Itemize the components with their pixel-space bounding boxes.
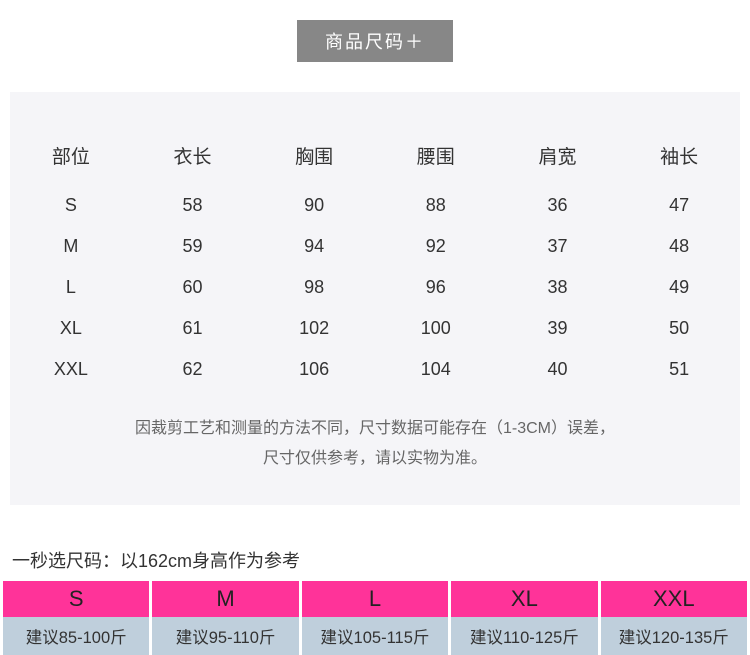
- cell: 104: [375, 349, 497, 390]
- cell: 61: [132, 308, 254, 349]
- cell: 96: [375, 267, 497, 308]
- cell: 90: [253, 185, 375, 226]
- size-card: 部位 衣长 胸围 腰围 肩宽 袖长 S 58 90 88 36 47 M 59 …: [10, 92, 740, 505]
- quick-advice: 建议110-125斤: [451, 617, 597, 655]
- disclaimer: 因裁剪工艺和测量的方法不同，尺寸数据可能存在（1-3CM）误差， 尺寸仅供参考，…: [10, 414, 740, 475]
- quick-pick-title: 一秒选尺码：以162cm身高作为参考: [0, 547, 750, 581]
- quick-size: XXL: [601, 581, 747, 617]
- cell: XXL: [10, 349, 132, 390]
- cell: 94: [253, 226, 375, 267]
- expand-size-button[interactable]: 商品尺码＋: [297, 20, 453, 62]
- col-header: 袖长: [618, 132, 740, 185]
- cell: 88: [375, 185, 497, 226]
- col-header: 肩宽: [497, 132, 619, 185]
- cell: 92: [375, 226, 497, 267]
- cell: 40: [497, 349, 619, 390]
- quick-size: XL: [451, 581, 597, 617]
- table-header-row: 部位 衣长 胸围 腰围 肩宽 袖长: [10, 132, 740, 185]
- quick-pick-section: 一秒选尺码：以162cm身高作为参考 S M L XL XXL 建议85-100…: [0, 547, 750, 655]
- disclaimer-line: 尺寸仅供参考，请以实物为准。: [30, 444, 720, 474]
- cell: L: [10, 267, 132, 308]
- cell: 39: [497, 308, 619, 349]
- table-row: S 58 90 88 36 47: [10, 185, 740, 226]
- quick-advice: 建议85-100斤: [3, 617, 149, 655]
- cell: 98: [253, 267, 375, 308]
- table-row: L 60 98 96 38 49: [10, 267, 740, 308]
- table-row: XXL 62 106 104 40 51: [10, 349, 740, 390]
- cell: XL: [10, 308, 132, 349]
- col-header: 衣长: [132, 132, 254, 185]
- cell: 50: [618, 308, 740, 349]
- quick-size: S: [3, 581, 149, 617]
- cell: 48: [618, 226, 740, 267]
- quick-size: L: [302, 581, 448, 617]
- quick-advice: 建议120-135斤: [601, 617, 747, 655]
- cell: 62: [132, 349, 254, 390]
- cell: 37: [497, 226, 619, 267]
- cell: 58: [132, 185, 254, 226]
- cell: 51: [618, 349, 740, 390]
- size-table: 部位 衣长 胸围 腰围 肩宽 袖长 S 58 90 88 36 47 M 59 …: [10, 132, 740, 390]
- cell: 36: [497, 185, 619, 226]
- col-header: 部位: [10, 132, 132, 185]
- col-header: 胸围: [253, 132, 375, 185]
- table-row: M 59 94 92 37 48: [10, 226, 740, 267]
- disclaimer-line: 因裁剪工艺和测量的方法不同，尺寸数据可能存在（1-3CM）误差，: [30, 414, 720, 444]
- cell: 49: [618, 267, 740, 308]
- cell: 38: [497, 267, 619, 308]
- col-header: 腰围: [375, 132, 497, 185]
- cell: S: [10, 185, 132, 226]
- cell: 59: [132, 226, 254, 267]
- quick-pick-table: S M L XL XXL 建议85-100斤 建议95-110斤 建议105-1…: [0, 581, 750, 655]
- quick-advice: 建议105-115斤: [302, 617, 448, 655]
- cell: 47: [618, 185, 740, 226]
- quick-advice: 建议95-110斤: [152, 617, 298, 655]
- quick-size: M: [152, 581, 298, 617]
- cell: 60: [132, 267, 254, 308]
- cell: M: [10, 226, 132, 267]
- cell: 102: [253, 308, 375, 349]
- quick-body-row: 建议85-100斤 建议95-110斤 建议105-115斤 建议110-125…: [3, 617, 747, 655]
- quick-header-row: S M L XL XXL: [3, 581, 747, 617]
- cell: 106: [253, 349, 375, 390]
- tab-button-wrapper: 商品尺码＋: [0, 0, 750, 92]
- table-row: XL 61 102 100 39 50: [10, 308, 740, 349]
- cell: 100: [375, 308, 497, 349]
